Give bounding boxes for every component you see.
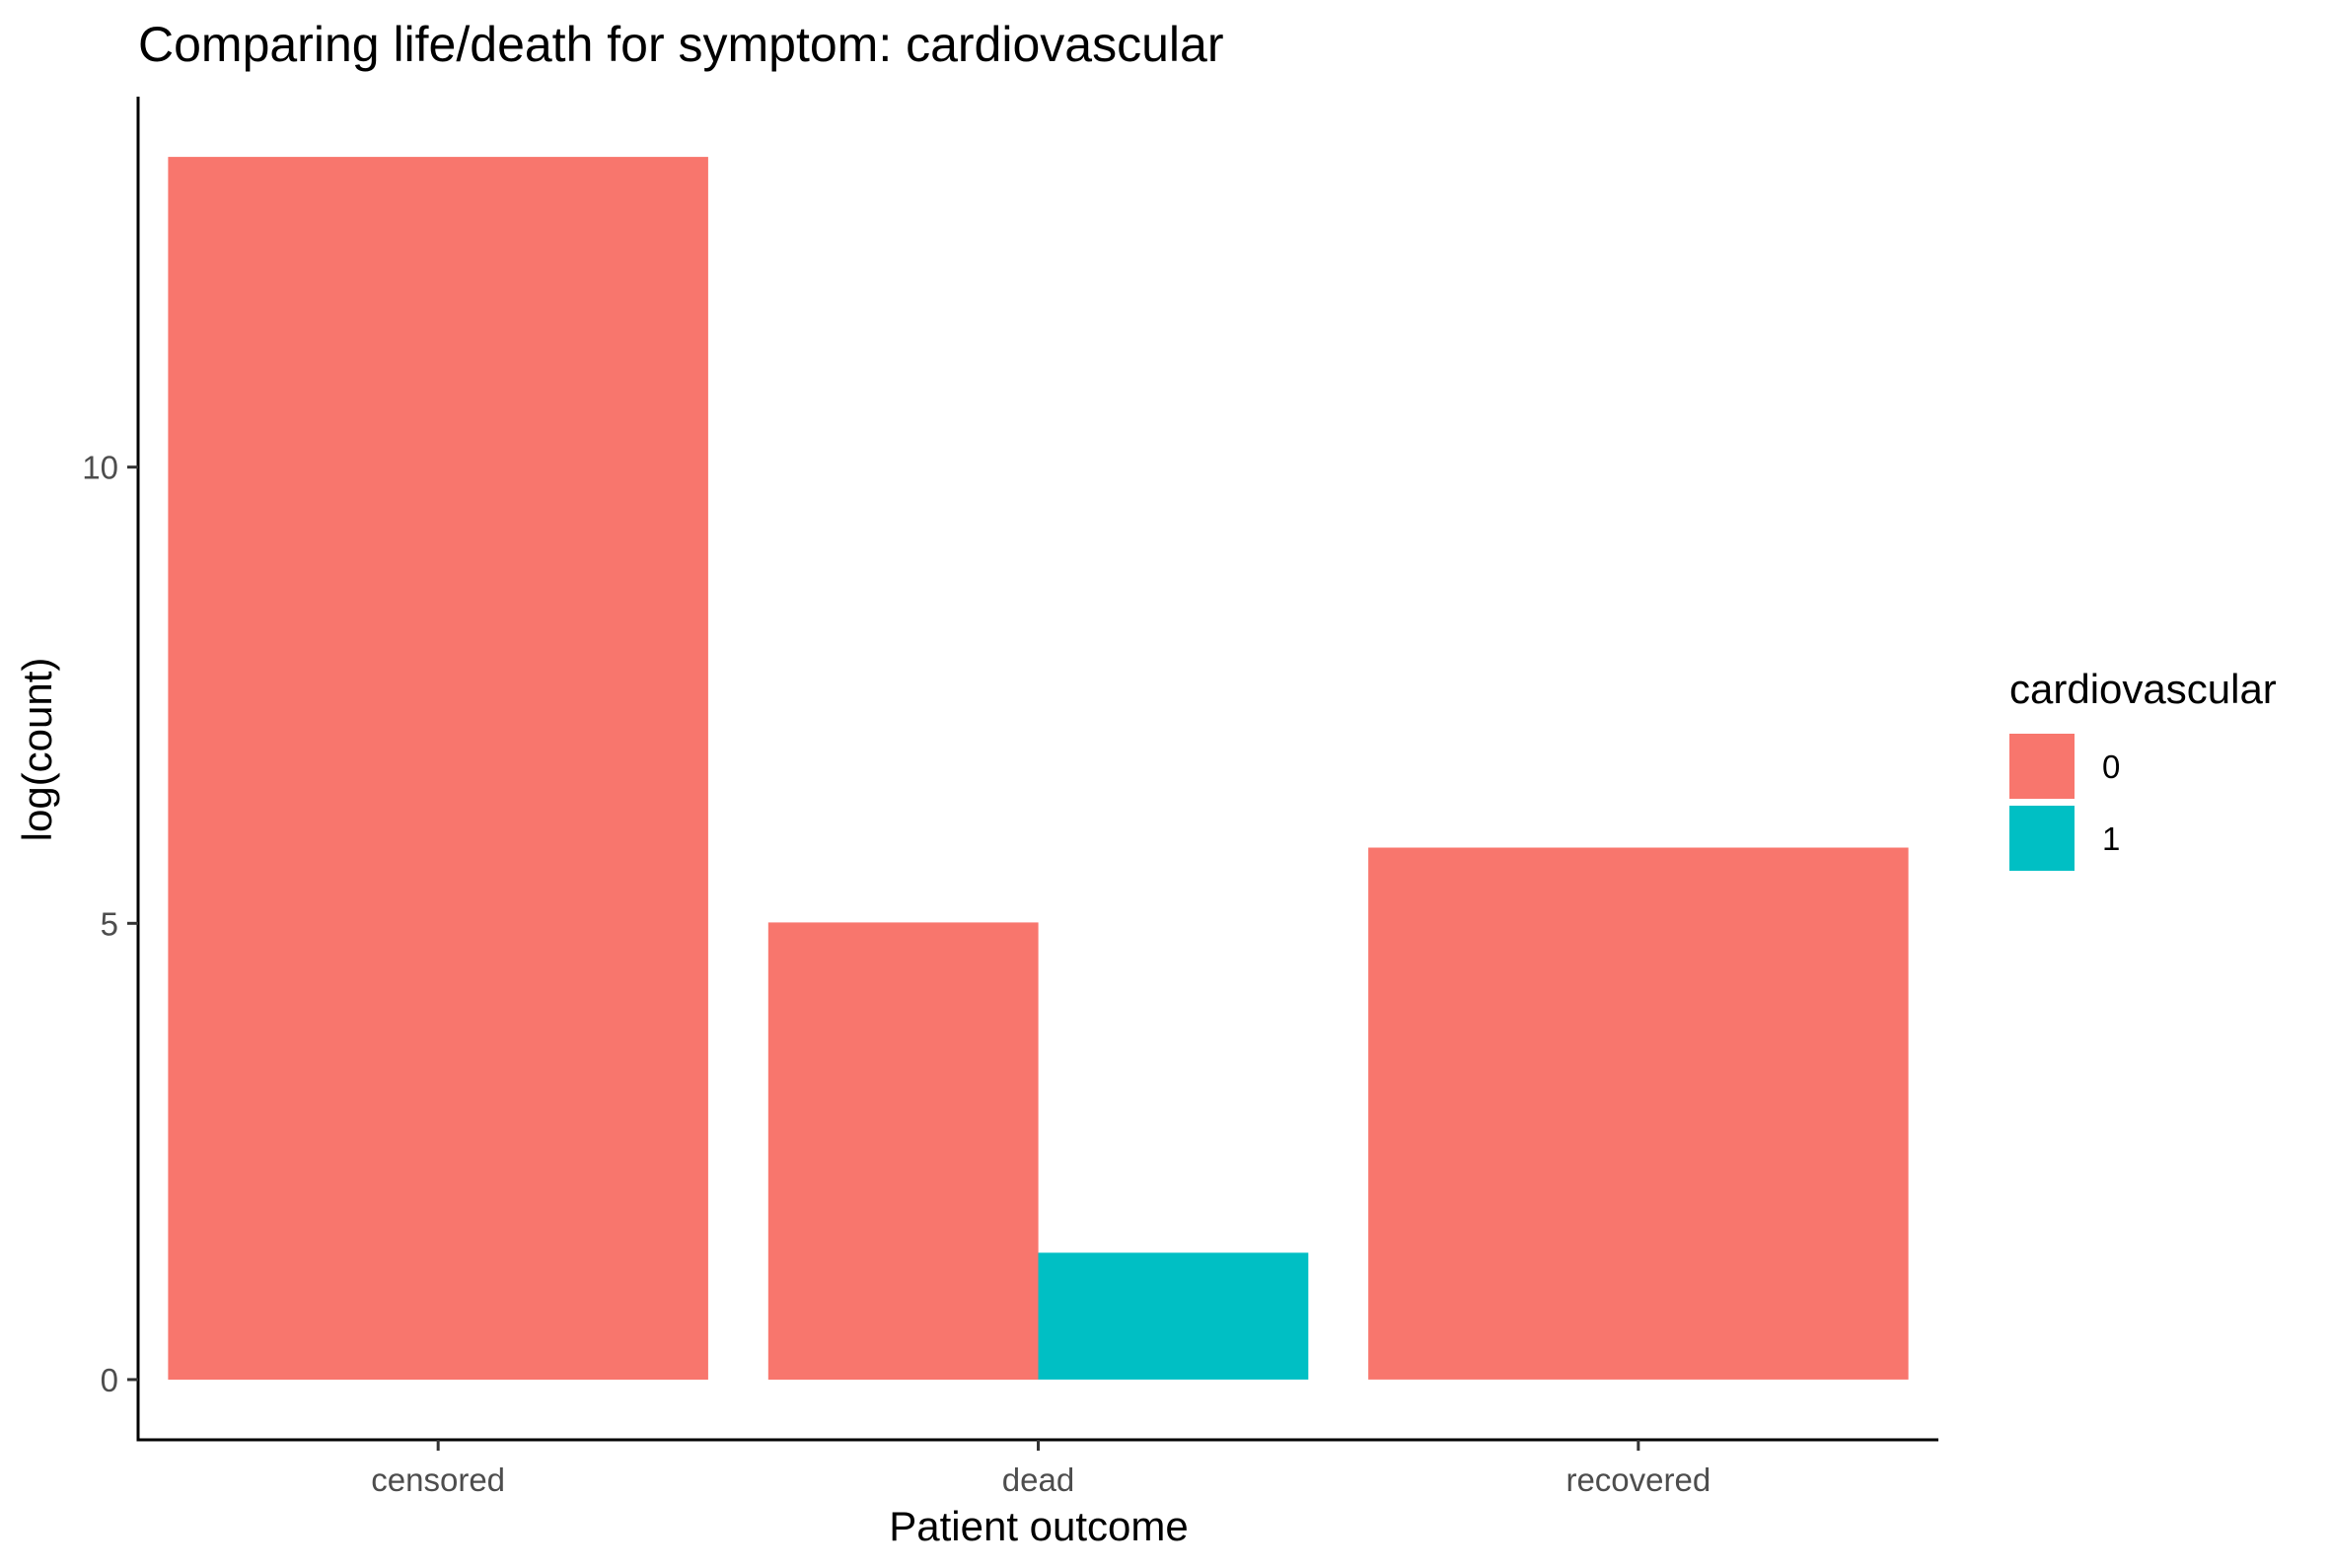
x-tick-label-dead: dead: [1002, 1461, 1074, 1498]
y-tick-label: 0: [101, 1362, 118, 1398]
legend-swatch-1: [2009, 806, 2075, 871]
bar-dead-group-0: [767, 922, 1039, 1380]
legend-entries: 01: [2009, 734, 2120, 871]
bar-recovered-group-0: [1368, 847, 1909, 1380]
legend-label-0: 0: [2102, 748, 2120, 785]
legend-title: cardiovascular: [2009, 666, 2277, 712]
bar-censored-group-0: [168, 157, 708, 1381]
x-axis-ticks: censored dead recovered: [371, 1440, 1711, 1498]
x-axis-title: Patient outcome: [889, 1503, 1189, 1549]
y-axis-title: log(count): [14, 658, 60, 842]
x-tick-label-recovered: recovered: [1565, 1461, 1711, 1498]
chart-title: Comparing life/death for symptom: cardio…: [138, 17, 1223, 72]
bar-dead-group-1: [1038, 1252, 1309, 1380]
y-axis-ticks: 0 5 10: [82, 450, 138, 1398]
y-tick-label: 10: [82, 450, 118, 486]
y-tick-label: 5: [101, 905, 118, 942]
legend-label-1: 1: [2102, 820, 2120, 857]
legend-swatch-0: [2009, 734, 2075, 799]
x-tick-label-censored: censored: [371, 1461, 505, 1498]
legend: cardiovascular 01: [2009, 666, 2277, 871]
bars-layer: [168, 157, 1909, 1381]
